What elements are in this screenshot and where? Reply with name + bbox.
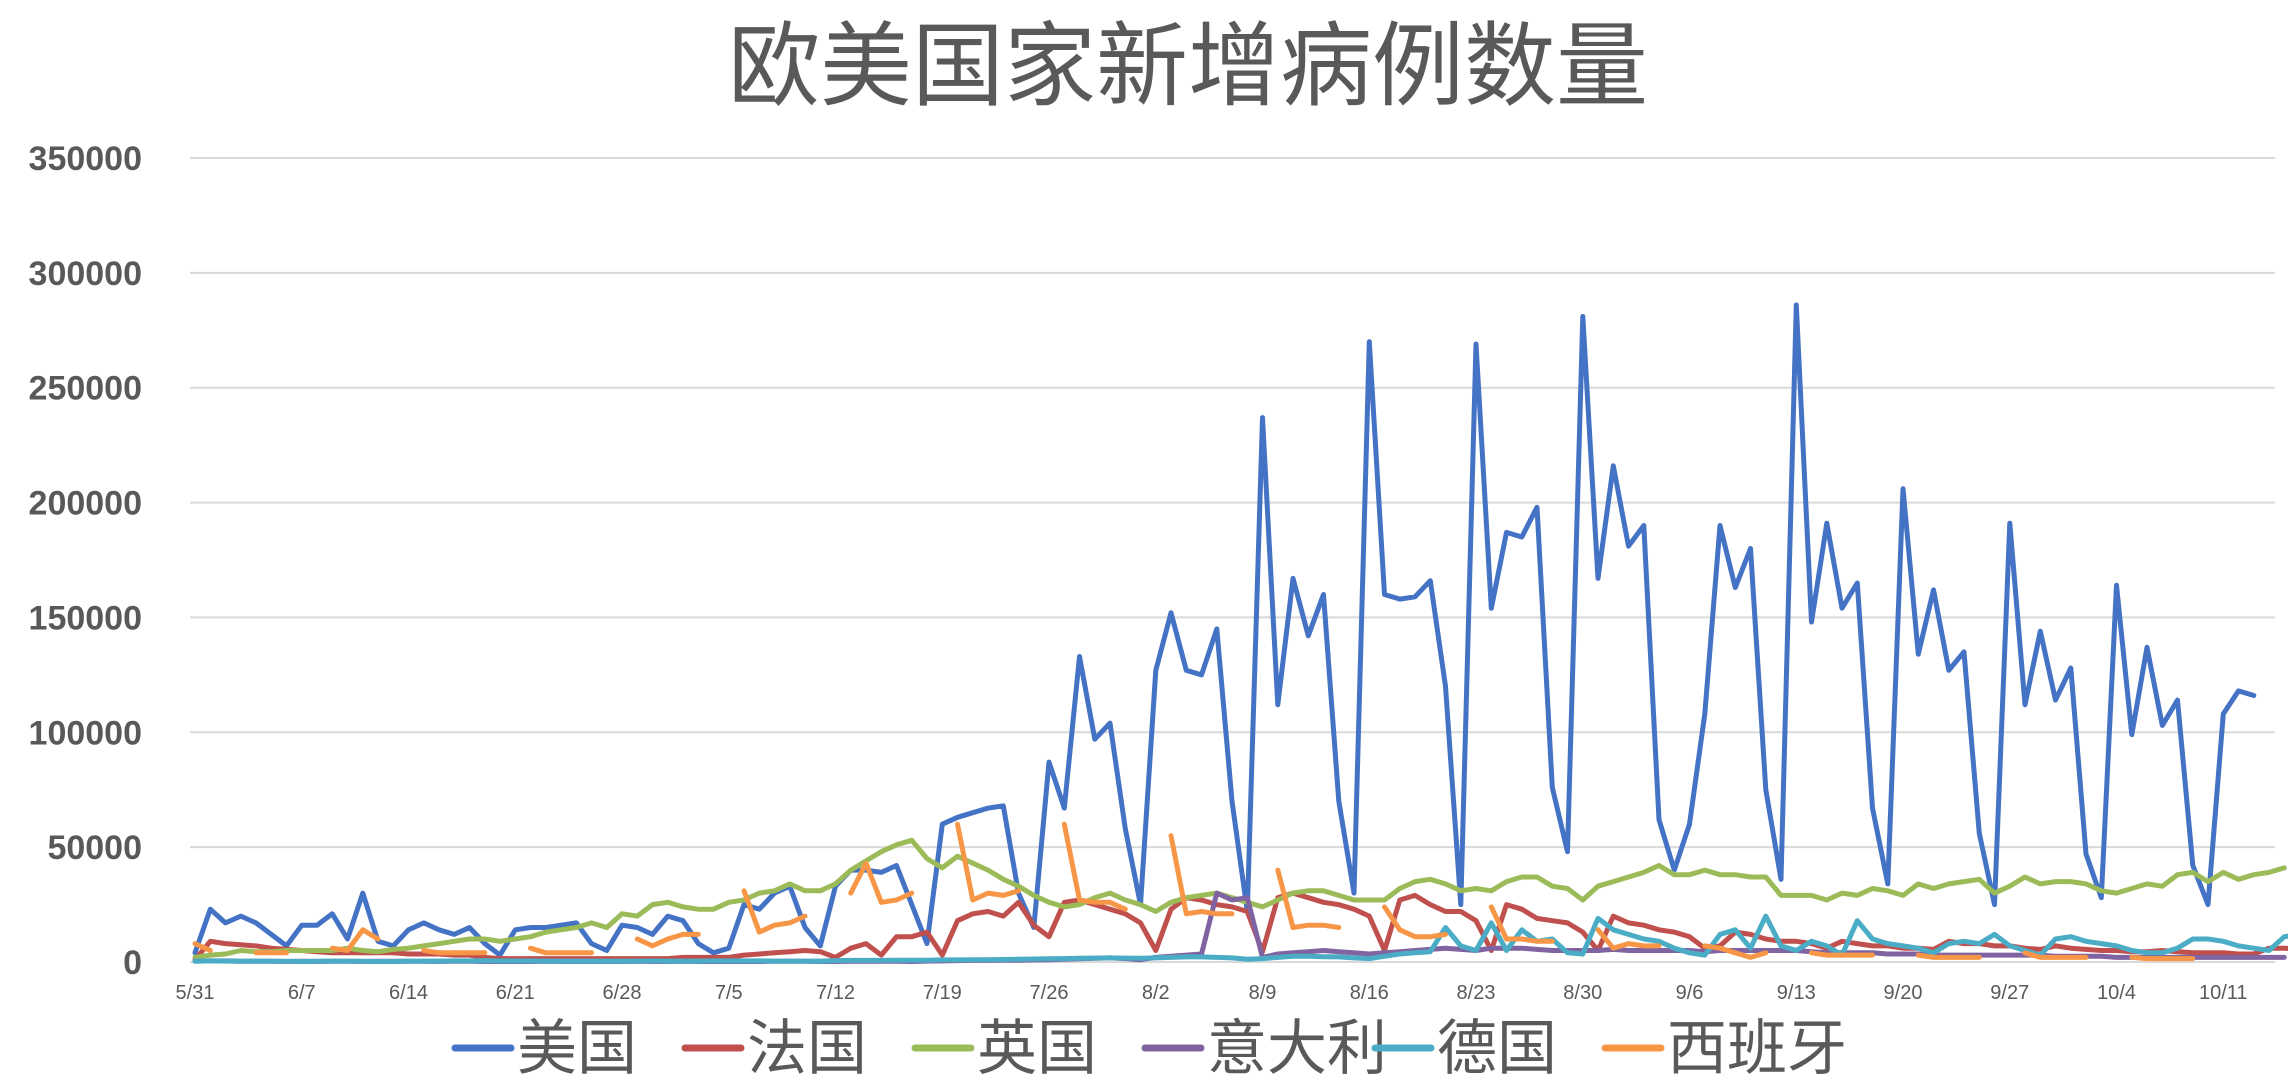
- x-tick-label: 8/23: [1457, 982, 1496, 1004]
- x-tick-label: 10/11: [2199, 982, 2248, 1004]
- y-tick-label: 100000: [29, 714, 142, 752]
- y-tick-label: 300000: [29, 255, 142, 293]
- x-tick-label: 9/20: [1884, 982, 1923, 1004]
- y-tick-label: 150000: [29, 599, 142, 637]
- x-tick-label: 8/2: [1142, 982, 1170, 1004]
- y-axis-tick-labels: 0 50000 100000 150000 200000 250000 300000 3500…: [29, 140, 142, 982]
- legend-label-5: 西班牙: [1667, 1014, 1847, 1084]
- series-line-4: [192, 913, 2288, 964]
- x-tick-label: 6/14: [389, 982, 428, 1004]
- x-tick-label: 6/7: [288, 982, 316, 1004]
- chart-title: 欧美国家新增病例数量: [728, 13, 1648, 120]
- x-tick-label: 10/4: [2097, 982, 2136, 1004]
- y-tick-label: 250000: [29, 370, 142, 408]
- x-tick-label: 7/12: [816, 982, 855, 1004]
- x-tick-label: 7/26: [1030, 982, 1069, 1004]
- legend-label-2: 英国: [977, 1014, 1097, 1084]
- legend: 美国 法国 英国 意大利 德国 西班牙: [451, 1014, 1847, 1084]
- x-tick-label: 5/31: [176, 982, 215, 1004]
- y-tick-label: 200000: [29, 485, 142, 523]
- x-tick-label: 8/30: [1563, 982, 1602, 1004]
- y-tick-label: 350000: [29, 140, 142, 178]
- x-tick-label: 7/5: [715, 982, 743, 1004]
- x-tick-label: 7/19: [923, 982, 962, 1004]
- x-tick-label: 9/27: [1990, 982, 2029, 1004]
- x-tick-label: 8/16: [1350, 982, 1389, 1004]
- gridlines: [190, 157, 2275, 963]
- x-tick-label: 8/9: [1249, 982, 1277, 1004]
- x-axis-tick-labels: 5/31 6/7 6/14 6/21 6/28 7/5 7/12 7/19 7/26 8/2 8/9…: [176, 982, 2248, 1004]
- series-line-0: [192, 302, 2257, 958]
- legend-label-0: 美国: [517, 1014, 637, 1084]
- x-tick-label: 6/28: [603, 982, 642, 1004]
- x-tick-label: 9/6: [1676, 982, 1704, 1004]
- series-line-5: [192, 821, 2196, 962]
- series-lines: [192, 302, 2288, 964]
- x-tick-label: 9/13: [1777, 982, 1816, 1004]
- y-tick-label: 50000: [47, 829, 142, 867]
- x-tick-label: 6/21: [496, 982, 535, 1004]
- legend-label-4: 德国: [1437, 1014, 1557, 1084]
- series-line-3: [192, 890, 2287, 964]
- legend-label-1: 法国: [747, 1014, 867, 1084]
- legend-label-3: 意大利: [1207, 1014, 1387, 1084]
- y-tick-label: 0: [123, 944, 142, 982]
